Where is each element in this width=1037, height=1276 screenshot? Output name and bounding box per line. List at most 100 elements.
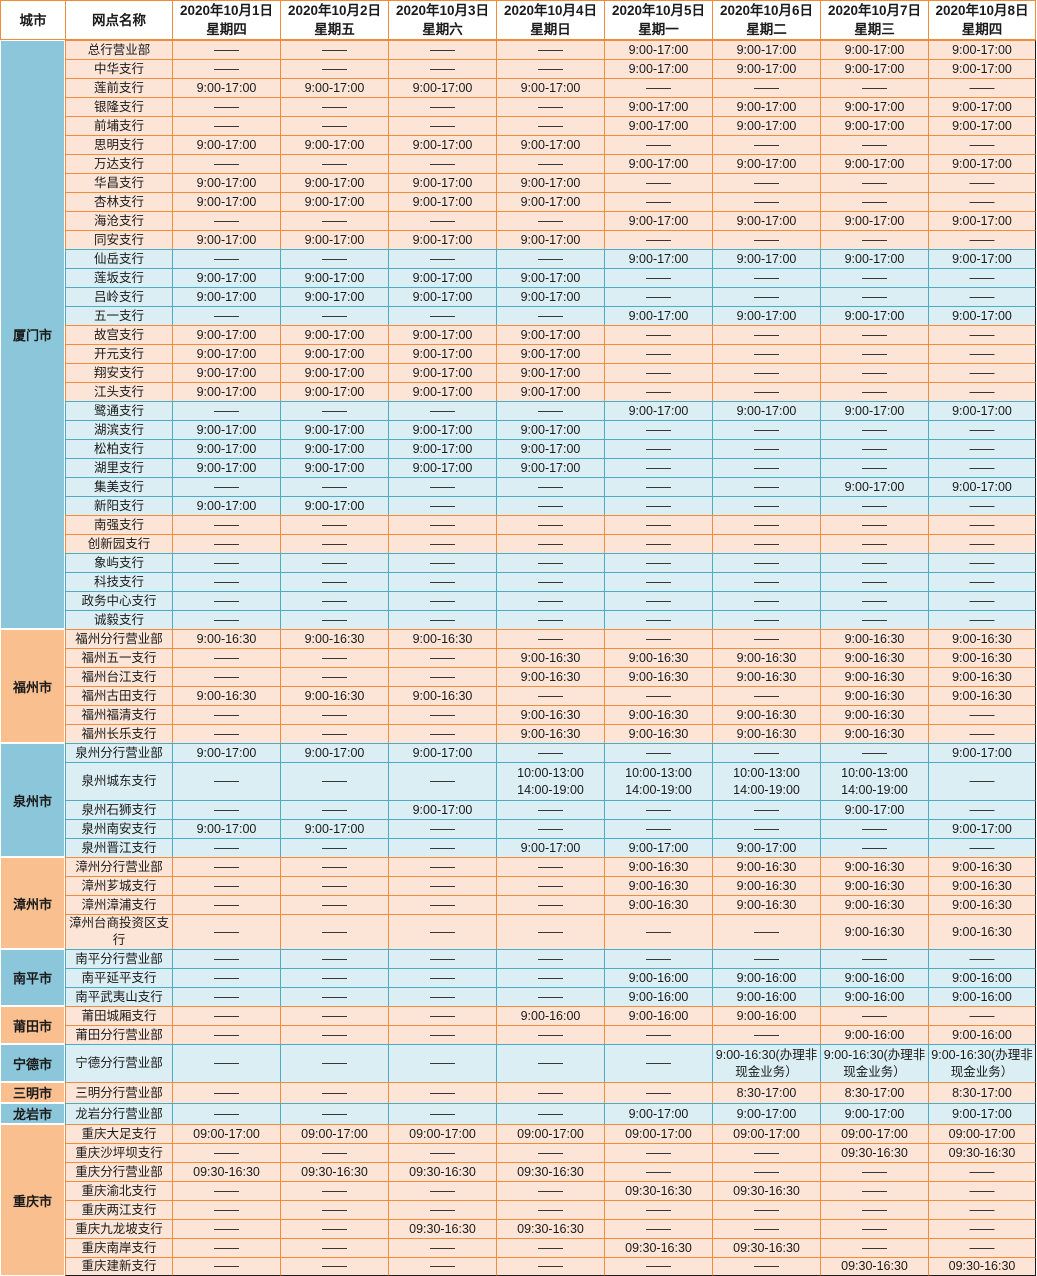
hours-cell: ——: [820, 949, 928, 968]
hours-cell: 9:00-17:00: [496, 230, 604, 249]
hours-cell: ——: [604, 439, 712, 458]
hours-cell: ——: [280, 515, 388, 534]
hours-cell: ——: [604, 458, 712, 477]
hours-cell: ——: [604, 173, 712, 192]
hours-cell: ——: [496, 686, 604, 705]
hours-cell: 09:30-16:30: [496, 1162, 604, 1181]
table-row: 福州市 福州分行营业部 9:00-16:30 9:00-16:30 9:00-16:30…: [0, 629, 1036, 743]
hours-cell: ——: [712, 1219, 820, 1238]
city-cell: 泉州市: [0, 743, 65, 857]
hours-cell: ——: [172, 515, 280, 534]
hours-cell: ——: [172, 401, 280, 420]
hours-cell: ——: [172, 610, 280, 629]
branch-name-cell: 泉州石狮支行: [65, 800, 172, 819]
hours-cell: ——: [388, 895, 496, 914]
hours-cell: 9:00-16:00: [712, 987, 820, 1006]
branch-name-cell: 重庆两江支行: [65, 1200, 172, 1219]
hours-cell: ——: [712, 382, 820, 401]
branch-name-cell: 银隆支行: [65, 97, 172, 116]
hours-cell: ——: [604, 420, 712, 439]
hours-cell: ——: [280, 534, 388, 553]
hours-cell: 9:00-16:00: [604, 1006, 712, 1025]
table-row: 莆田市 莆田城厢支行 —— —— —— 9:00-16:00 9:00-16:00 9:00-…: [0, 1006, 1036, 1044]
hours-cell: 9:00-17:00: [280, 78, 388, 97]
hours-cell: 9:00-17:00: [820, 211, 928, 230]
hours-cell: ——: [496, 857, 604, 876]
hours-cell: ——: [820, 572, 928, 591]
hours-cell: ——: [604, 591, 712, 610]
hours-cell: 9:00-16:00: [712, 968, 820, 987]
hours-cell: 9:00-17:00: [172, 192, 280, 211]
hours-cell: ——: [172, 1143, 280, 1162]
hours-cell: ——: [496, 306, 604, 325]
table-row: 龙岩市 龙岩分行营业部 —— —— —— —— 9:00-17:00 9:00-17:00 9:…: [0, 1103, 1036, 1124]
hours-cell: ——: [496, 1257, 604, 1276]
hours-cell: 9:00-16:30: [496, 648, 604, 667]
hours-cell: ——: [280, 249, 388, 268]
hours-cell: 9:00-17:00: [604, 154, 712, 173]
hours-cell: 9:00-16:30: [712, 895, 820, 914]
hours-cell: ——: [172, 895, 280, 914]
hours-cell: ——: [280, 648, 388, 667]
hours-cell: ——: [712, 1162, 820, 1181]
hours-cell: ——: [280, 1006, 388, 1025]
hours-cell: ——: [388, 857, 496, 876]
header-date-text: 2020年10月1日: [179, 3, 274, 18]
table-row: 江头支行 9:00-17:00 9:00-17:00 9:00-17:00 9:00-1…: [0, 382, 1036, 401]
header-date-4: 2020年10月4日 星期日: [496, 0, 604, 40]
hours-cell: 9:00-17:00: [712, 249, 820, 268]
hours-cell: ——: [712, 78, 820, 97]
hours-cell: 09:00-17:00: [496, 1124, 604, 1143]
hours-cell: 9:00-16:30: [604, 648, 712, 667]
hours-cell: ——: [496, 591, 604, 610]
hours-cell: ——: [928, 496, 1036, 515]
hours-cell: 9:00-17:00: [928, 59, 1036, 78]
hours-cell: ——: [172, 1103, 280, 1124]
hours-cell: ——: [172, 667, 280, 686]
hours-cell: ——: [604, 1044, 712, 1082]
hours-cell: 9:00-16:30(办理非现金业务）: [820, 1044, 928, 1082]
hours-cell: 9:00-16:30: [820, 705, 928, 724]
table-row: 泉州市 泉州分行营业部 9:00-17:00 9:00-17:00 9:00-17:00…: [0, 743, 1036, 857]
branch-name-cell: 松柏支行: [65, 439, 172, 458]
branch-name-cell: 三明分行营业部: [65, 1082, 172, 1103]
hours-cell: 9:00-17:00: [496, 420, 604, 439]
hours-cell: ——: [712, 591, 820, 610]
hours-cell: 9:00-17:00: [388, 135, 496, 154]
hours-cell: 9:00-17:00: [604, 59, 712, 78]
hours-cell: ——: [172, 1006, 280, 1025]
hours-cell: 9:00-16:30(办理非现金业务）: [928, 1044, 1036, 1082]
branch-name-cell: 福州分行营业部: [65, 629, 172, 648]
hours-cell: ——: [604, 515, 712, 534]
hours-cell: ——: [388, 572, 496, 591]
hours-cell: 9:00-17:00: [712, 401, 820, 420]
branch-name-cell: 南平分行营业部: [65, 949, 172, 968]
hours-cell: ——: [388, 1044, 496, 1082]
hours-cell: 9:00-17:00: [604, 1103, 712, 1124]
hours-cell: ——: [280, 1200, 388, 1219]
hours-cell: 9:00-17:00: [280, 192, 388, 211]
hours-cell: ——: [388, 306, 496, 325]
hours-cell: ——: [820, 1006, 928, 1025]
hours-cell: 9:00-16:30: [820, 914, 928, 949]
hours-cell: ——: [712, 819, 820, 838]
hours-cell: ——: [496, 1200, 604, 1219]
hours-cell: ——: [388, 59, 496, 78]
hours-cell: ——: [712, 553, 820, 572]
hours-cell: 9:00-17:00: [604, 40, 712, 59]
branch-name-cell: 莲前支行: [65, 78, 172, 97]
hours-cell: ——: [496, 553, 604, 572]
hours-cell: ——: [388, 40, 496, 59]
hours-cell: ——: [928, 610, 1036, 629]
header-branch-label: 网点名称: [65, 0, 172, 40]
hours-cell: 9:00-17:00: [496, 344, 604, 363]
hours-cell: 9:00-17:00: [928, 211, 1036, 230]
table-row: 福州台江支行 —— —— —— 9:00-16:30 9:00-16:30 9:00-16:…: [0, 667, 1036, 686]
hours-cell: ——: [388, 1200, 496, 1219]
hours-cell: ——: [820, 1200, 928, 1219]
hours-cell: 9:00-17:00: [388, 344, 496, 363]
table-row: 重庆南岸支行 —— —— —— —— 09:30-16:30 09:30-16:30 —— ——: [0, 1238, 1036, 1257]
hours-cell: ——: [496, 97, 604, 116]
hours-cell: 9:00-16:30: [172, 686, 280, 705]
hours-cell: 9:00-16:30: [604, 705, 712, 724]
